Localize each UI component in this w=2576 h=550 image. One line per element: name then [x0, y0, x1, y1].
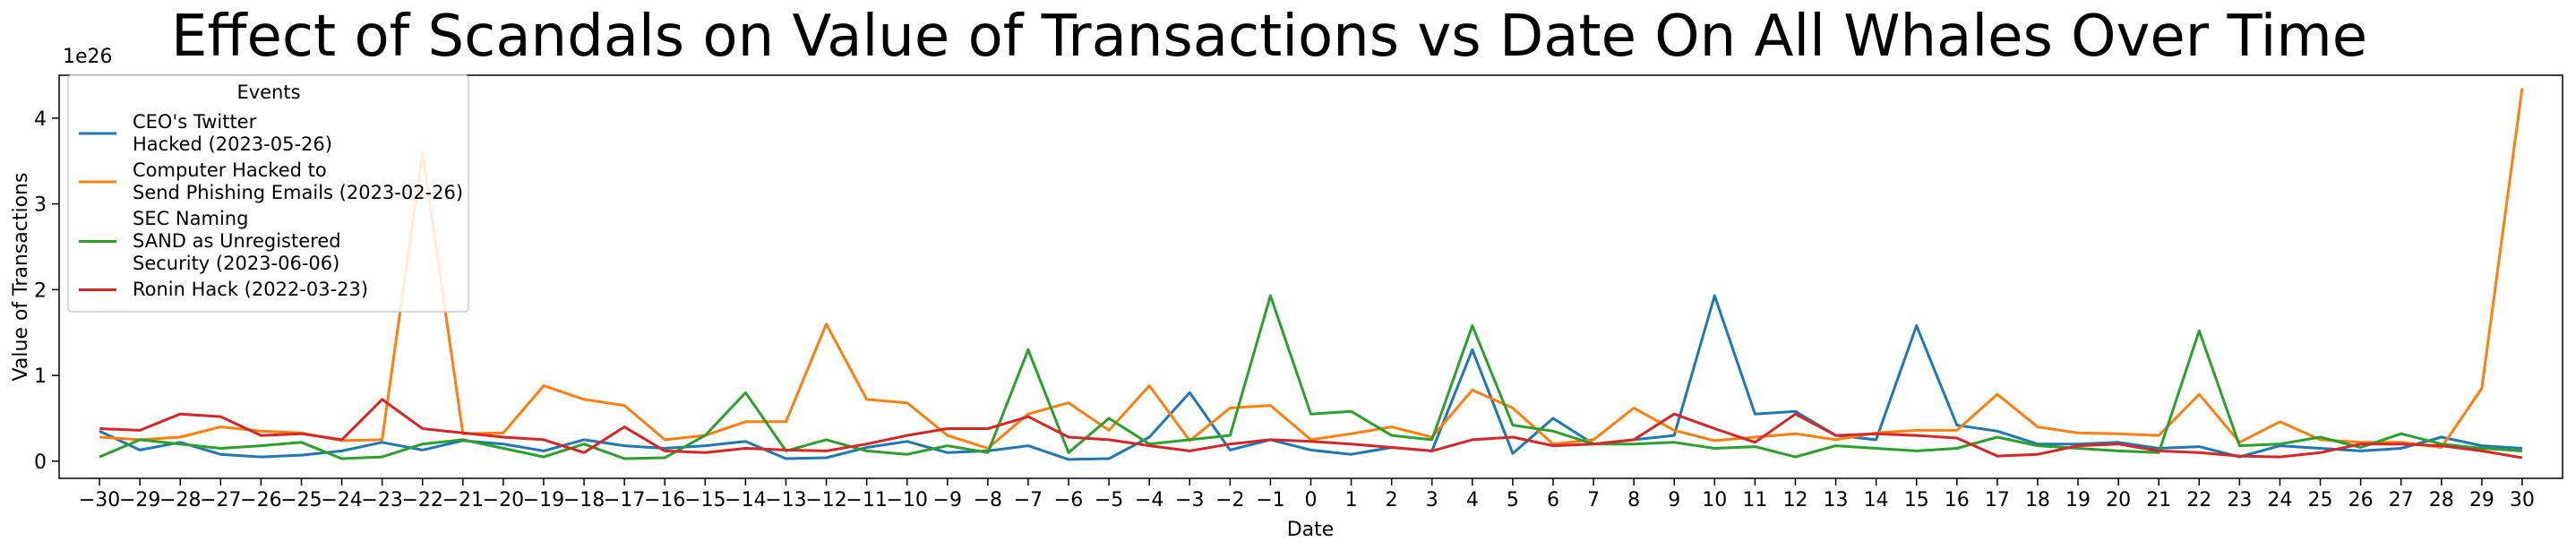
series-line-4	[99, 398, 2523, 460]
x-tick-label: 6	[1547, 489, 1559, 511]
x-tick-label: −30	[79, 489, 120, 511]
x-tick-label: −28	[159, 489, 201, 511]
x-tick-label: −8	[974, 489, 1002, 511]
x-tick-label: −13	[765, 489, 806, 511]
y-axis-offset-label: 1e26	[63, 46, 113, 68]
legend-label: Ronin Hack (2022-03-23)	[133, 279, 368, 300]
x-tick-label: 29	[2469, 489, 2494, 511]
chart-title: Effect of Scandals on Value of Transacti…	[171, 4, 2367, 70]
legend-label: Computer Hacked to Send Phishing Emails (…	[133, 159, 463, 203]
x-tick-label: −1	[1256, 489, 1284, 511]
x-tick-label: 16	[1945, 489, 1970, 511]
series-line-3	[99, 294, 2522, 460]
y-axis-label: Value of Transactions	[10, 173, 32, 382]
y-tick-label: 0	[34, 451, 47, 474]
x-tick-label: −22	[402, 489, 443, 511]
x-tick-label: −7	[1014, 489, 1043, 511]
x-tick-label: −3	[1175, 489, 1204, 511]
legend-entry-4: Ronin Hack (2022-03-23)	[79, 279, 368, 300]
x-tick-label: 21	[2146, 489, 2171, 511]
series-line-1	[99, 294, 2522, 461]
x-tick-label: 12	[1782, 489, 1807, 511]
x-tick-label: −20	[483, 489, 524, 511]
x-tick-label: −12	[805, 489, 846, 511]
x-tick-label: 17	[1985, 489, 2010, 511]
x-tick-label: 13	[1824, 489, 1849, 511]
x-tick-label: 25	[2308, 489, 2333, 511]
x-tick-label: 2	[1386, 489, 1398, 511]
x-tick-label: 20	[2106, 489, 2131, 511]
x-tick-label: −2	[1215, 489, 1244, 511]
x-tick-label: 24	[2267, 489, 2292, 511]
x-tick-label: −21	[442, 489, 484, 511]
x-tick-label: −19	[523, 489, 564, 511]
x-tick-label: 8	[1627, 489, 1640, 511]
y-axis: 0 1 2 3 4	[34, 108, 59, 474]
y-tick-label: 2	[34, 279, 47, 302]
x-tick-label: −23	[361, 489, 402, 511]
x-tick-label: −27	[200, 489, 241, 511]
x-tick-label: 5	[1507, 489, 1519, 511]
x-tick-label: 10	[1702, 489, 1727, 511]
x-tick-label: 26	[2348, 489, 2374, 511]
x-tick-label: 19	[2065, 489, 2091, 511]
legend-box	[67, 74, 469, 313]
x-tick-label: −15	[684, 489, 726, 511]
legend-entry-1: CEO's Twitter Hacked (2023-05-26)	[79, 111, 332, 155]
x-tick-label: 9	[1668, 489, 1680, 511]
x-tick-label: −5	[1095, 489, 1123, 511]
x-tick-label: −11	[846, 489, 887, 511]
x-tick-label: 11	[1742, 489, 1767, 511]
legend-entry-3: SEC Naming SAND as Unregistered Security (…	[79, 208, 341, 274]
series-line-2	[99, 88, 2524, 450]
x-tick-label: −9	[933, 489, 962, 511]
x-tick-label: 3	[1426, 489, 1438, 511]
x-tick-label: −17	[604, 489, 645, 511]
x-tick-label: −26	[240, 489, 281, 511]
y-tick-label: 1	[34, 365, 47, 388]
x-tick-label: 28	[2429, 489, 2454, 511]
x-tick-label: −14	[725, 489, 766, 511]
legend: Events CEO's Twitter Hacked (2023-05-26)Co…	[67, 74, 469, 313]
legend-label: SEC Naming SAND as Unregistered Security (…	[133, 208, 341, 274]
x-tick-label: 0	[1305, 489, 1318, 511]
x-tick-label: 30	[2510, 489, 2535, 511]
x-axis-label: Date	[1287, 519, 1335, 541]
legend-entry-2: Computer Hacked to Send Phishing Emails (…	[79, 159, 463, 203]
x-tick-label: 4	[1466, 489, 1479, 511]
x-axis: −30−29−28−27−26−25−24−23−22−21−20−19−18−…	[79, 478, 2535, 511]
x-tick-label: −16	[644, 489, 685, 511]
x-tick-label: 18	[2025, 489, 2050, 511]
x-tick-label: −18	[563, 489, 605, 511]
legend-label: CEO's Twitter Hacked (2023-05-26)	[133, 111, 332, 155]
x-tick-label: 27	[2389, 489, 2414, 511]
x-tick-label: 14	[1864, 489, 1889, 511]
series-lines	[99, 88, 2524, 461]
x-tick-label: 15	[1904, 489, 1929, 511]
x-tick-label: −6	[1054, 489, 1083, 511]
y-tick-label: 3	[34, 194, 47, 217]
legend-title: Events	[236, 82, 300, 103]
x-tick-label: 23	[2227, 489, 2252, 511]
x-tick-label: 7	[1587, 489, 1600, 511]
y-tick-label: 4	[34, 108, 47, 131]
x-tick-label: 1	[1345, 489, 1358, 511]
x-tick-label: −24	[321, 489, 362, 511]
x-tick-label: −25	[280, 489, 322, 511]
x-tick-label: −29	[119, 489, 160, 511]
x-tick-label: 22	[2186, 489, 2211, 511]
x-tick-label: −10	[886, 489, 927, 511]
x-tick-label: −4	[1135, 489, 1163, 511]
